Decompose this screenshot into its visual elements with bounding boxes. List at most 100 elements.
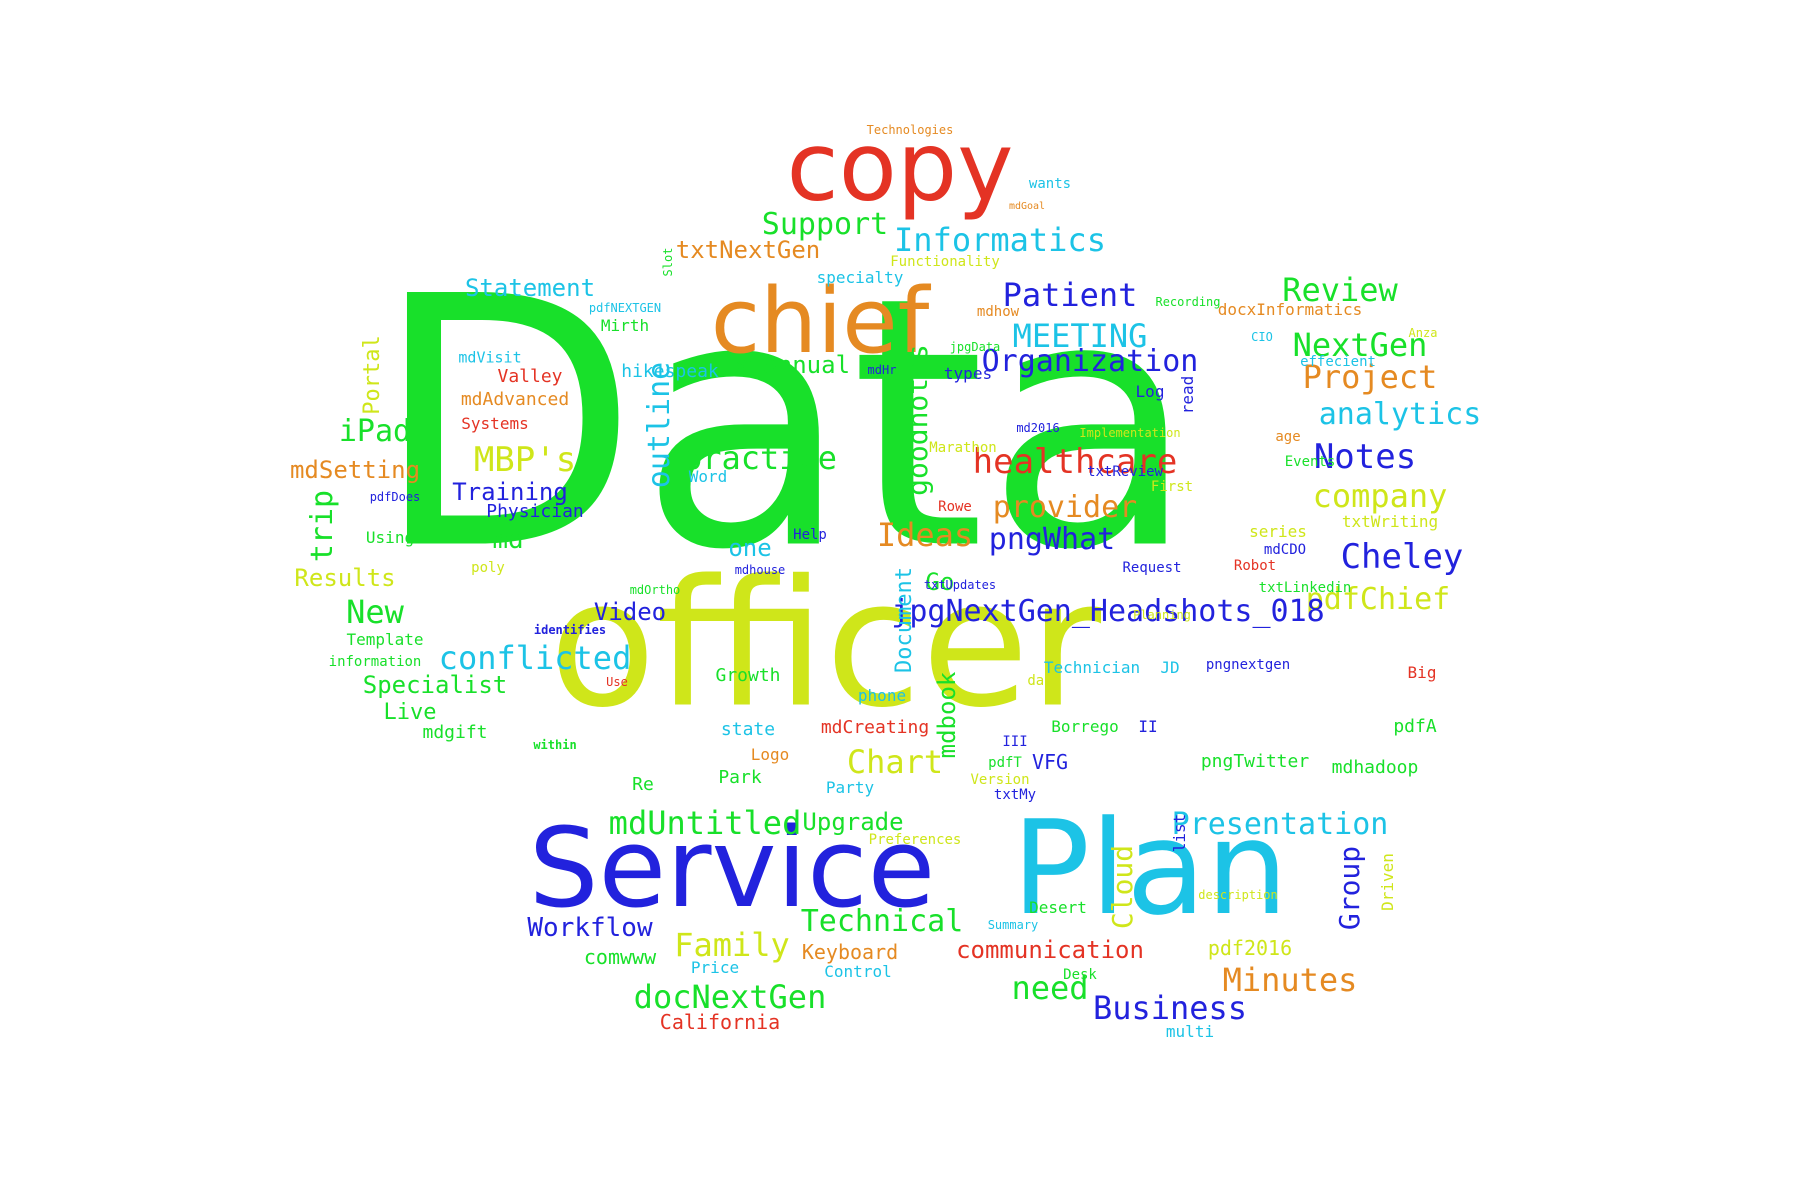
cloud-word: txtNextGen: [675, 236, 821, 264]
cloud-word: Physician: [486, 501, 584, 522]
cloud-word: mdhouse: [734, 563, 786, 577]
cloud-word: Version: [970, 772, 1030, 788]
cloud-word: pngTwitter: [1200, 751, 1310, 772]
cloud-word: Desk: [1063, 967, 1097, 983]
cloud-word: MEETING: [1012, 317, 1148, 355]
cloud-word: mdHr: [867, 363, 897, 377]
cloud-word: Summary: [987, 918, 1039, 932]
cloud-word: Valley: [497, 366, 563, 387]
cloud-word: types: [943, 364, 993, 383]
cloud-word: New: [346, 593, 404, 631]
cloud-word: MBP's: [473, 440, 577, 480]
cloud-word: Desert: [1029, 898, 1087, 917]
cloud-word: California: [659, 1010, 781, 1034]
cloud-word: Data: [373, 224, 1197, 626]
cloud-word: Help: [793, 527, 827, 543]
cloud-word: Go: [925, 568, 955, 596]
cloud-word: NextGen: [1292, 326, 1428, 364]
cloud-word: Park: [718, 767, 762, 788]
cloud-word: jpgData: [949, 340, 1001, 354]
cloud-word: mdhadoop: [1331, 757, 1419, 778]
cloud-word: Planning: [1133, 608, 1191, 622]
cloud-word: docxInformatics: [1217, 300, 1363, 319]
cloud-word: copy: [786, 112, 1014, 223]
cloud-word: Borrego: [1051, 717, 1119, 736]
cloud-word: Log: [1135, 382, 1165, 401]
cloud-word: pdfT: [988, 755, 1022, 771]
cloud-word: txtMy: [993, 787, 1037, 803]
cloud-word: identifies: [533, 623, 607, 637]
cloud-word: healthcare: [972, 442, 1178, 482]
cloud-word: one: [728, 534, 772, 562]
cloud-word: information: [328, 654, 422, 670]
cloud-word: wants: [1028, 176, 1072, 192]
cloud-word: VFG: [1031, 750, 1069, 774]
cloud-word: day: [1027, 673, 1053, 689]
cloud-word: Live: [383, 700, 437, 725]
cloud-word: mdGoal: [1008, 201, 1046, 212]
cloud-word: Family: [674, 926, 790, 964]
cloud-word: Results: [294, 564, 396, 592]
cloud-word: Informatics: [894, 221, 1106, 259]
cloud-word: pdf2016: [1207, 936, 1293, 960]
cloud-word: Project: [1302, 358, 1438, 396]
cloud-word: comwww: [583, 945, 657, 969]
cloud-word: Price: [690, 958, 740, 977]
cloud-word: need: [1011, 969, 1089, 1007]
cloud-word: Business: [1092, 989, 1248, 1027]
cloud-word: pngWhat: [988, 522, 1116, 557]
cloud-word: mdSetting: [289, 456, 421, 484]
cloud-word: III: [1002, 734, 1028, 750]
cloud-word: Recording: [1155, 295, 1221, 309]
cloud-word: chief: [710, 269, 930, 374]
cloud-word: Chart: [846, 743, 944, 781]
cloud-word: poly: [471, 560, 505, 576]
cloud-word: CIO: [1251, 330, 1273, 344]
cloud-word: jpgNextGen_Headshots_018: [891, 594, 1325, 629]
cloud-word: Ideas: [876, 516, 974, 554]
cloud-word: Technologies: [866, 123, 954, 137]
cloud-word: Use: [606, 675, 628, 689]
cloud-word: Presentation: [1171, 807, 1389, 842]
cloud-word: md2016: [1016, 421, 1060, 435]
cloud-word: Group: [1333, 845, 1366, 931]
cloud-word: outline: [642, 361, 677, 489]
cloud-word: Specialist: [362, 671, 508, 699]
cloud-word: md: [492, 525, 524, 555]
cloud-word: txtWriting: [1341, 512, 1439, 531]
cloud-word: Request: [1122, 560, 1182, 576]
cloud-word: age: [1275, 429, 1301, 445]
cloud-word: phone: [857, 686, 907, 705]
cloud-word: txtUpdates: [923, 578, 997, 592]
cloud-word: Service: [528, 804, 936, 932]
cloud-word: Implementation: [1079, 426, 1181, 440]
cloud-word: description: [1198, 888, 1278, 902]
cloud-word: practice: [682, 439, 838, 477]
cloud-word: officer: [548, 543, 1102, 747]
cloud-word: series: [1249, 522, 1307, 541]
cloud-word: pdfNEXTGEN: [588, 301, 662, 315]
cloud-word: mdVisit: [458, 348, 522, 367]
cloud-word: Word: [688, 467, 728, 486]
cloud-word: Functionality: [890, 254, 1000, 270]
cloud-word: Rowe: [938, 499, 972, 515]
cloud-word: Portal: [360, 335, 385, 415]
cloud-word: trip: [305, 489, 340, 563]
cloud-word: Party: [825, 778, 875, 797]
cloud-word: Re: [632, 774, 654, 795]
cloud-word: Driven: [1378, 853, 1397, 911]
cloud-word: within: [533, 738, 577, 752]
cloud-word: Patient: [1002, 276, 1138, 314]
cloud-word: pdfA: [1393, 716, 1437, 737]
cloud-word: JD: [1160, 658, 1180, 677]
cloud-word: multi: [1165, 1022, 1215, 1041]
cloud-word: specialty: [816, 268, 904, 287]
cloud-word: conflicted: [438, 639, 632, 677]
cloud-word: Workflow: [527, 913, 653, 943]
cloud-word: pngnextgen: [1205, 657, 1291, 673]
cloud-word: Upgrade: [802, 808, 904, 836]
cloud-word: effecient: [1300, 354, 1376, 370]
cloud-word: Systems: [461, 414, 529, 433]
cloud-word: mdCDO: [1263, 542, 1307, 558]
